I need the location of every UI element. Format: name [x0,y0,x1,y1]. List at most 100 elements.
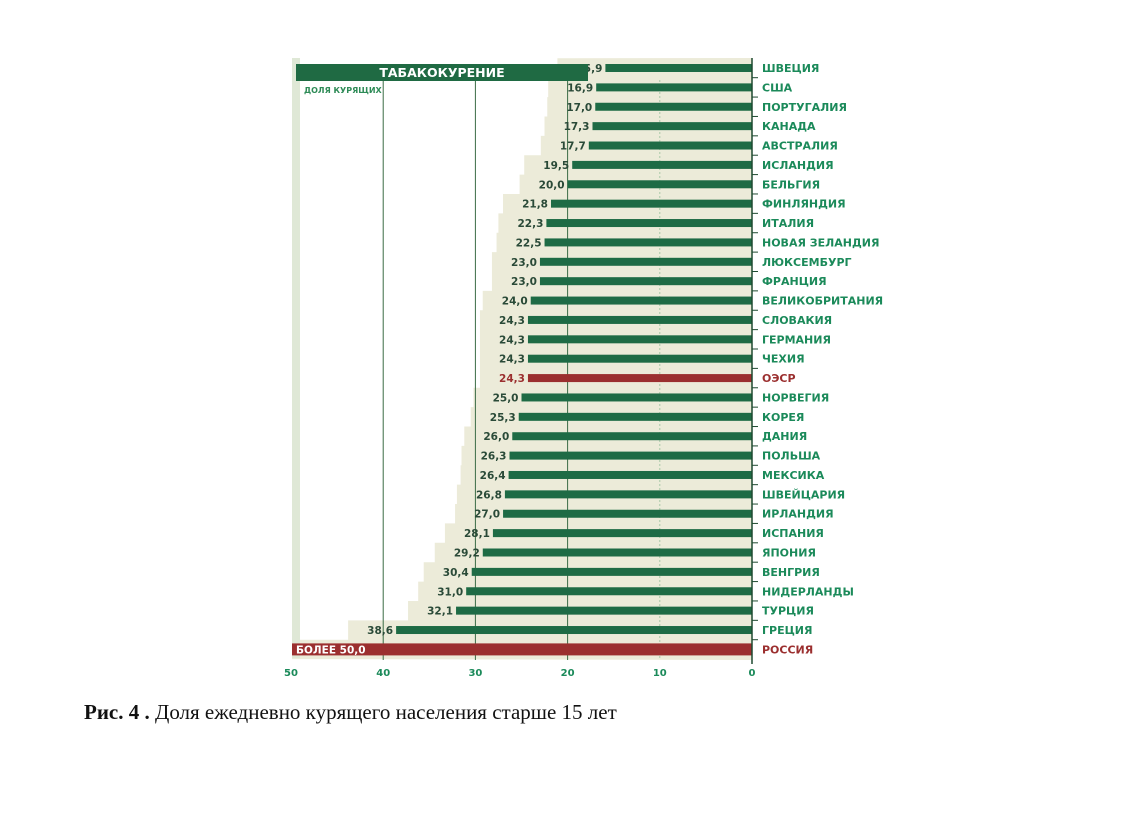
country-label: БЕЛЬГИЯ [762,178,820,191]
bar-value-label: 27,0 [474,509,500,521]
bar-30 [396,626,752,635]
bar-29 [456,606,752,615]
figure-caption: Рис. 4 . Доля ежедневно курящего населен… [84,700,617,725]
bar-22 [508,470,752,479]
chart-title: ТАБАКОКУРЕНИЕ [379,65,504,80]
chart-plot-area [292,58,752,660]
chart-left-strip [292,58,300,658]
country-label: ШВЕЙЦАРИЯ [762,488,845,501]
bar-value-label: 23,0 [511,276,537,288]
bar-15 [527,335,752,344]
chart-subtitle: ДОЛЯ КУРЯЩИХ [304,86,383,95]
country-label: НИДЕРЛАНДЫ [762,585,854,598]
chart-country-labels: ШВЕЦИЯ США ПОРТУГАЛИЯ КАНАДА АВСТРАЛИЯ ИСЛАНД… [762,62,883,656]
country-label: ЯПОНИЯ [762,547,816,560]
country-label: ИСПАНИЯ [762,527,824,540]
bar-16 [527,354,752,363]
bar-value-label: 26,8 [476,489,502,501]
bar-24 [503,509,752,518]
bar-value-label: БОЛЕЕ 50,0 [296,644,366,656]
country-label: ДАНИЯ [762,430,807,443]
x-tick-label: 50 [284,668,298,679]
bar-20 [512,432,752,441]
bar-value-label: 24,0 [502,296,528,308]
country-label: ШВЕЦИЯ [762,62,819,75]
chart-x-axis: 50 40 30 20 10 0 [284,58,758,679]
bar-value-label: 28,1 [464,528,490,540]
country-label: ВЕНГРИЯ [762,566,820,579]
bar-value-label: 20,0 [539,179,565,191]
bar-value-label: 31,0 [437,586,463,598]
country-label: ИТАЛИЯ [762,217,814,230]
chart-bars [292,64,752,656]
country-label: КОРЕЯ [762,411,804,424]
bar-value-label: 23,0 [511,257,537,269]
country-label: НОРВЕГИЯ [762,391,829,404]
bar-value-label: 24,3 [499,334,525,346]
bar-28 [466,587,752,596]
country-label: ТУРЦИЯ [762,605,814,618]
bar-21 [509,451,752,460]
bar-2 [596,83,752,92]
country-label: НОВАЯ ЗЕЛАНДИЯ [762,236,879,249]
country-label: ИСЛАНДИЯ [762,159,834,172]
bar-value-label: 25,0 [493,392,519,404]
bar-value-label: 22,3 [517,218,543,230]
bar-value-label: 24,3 [499,373,525,385]
country-label: ПОЛЬША [762,450,821,463]
bar-value-label: 25,3 [490,412,516,424]
bar-13 [530,296,752,305]
chart-gridlines [382,80,661,660]
country-label: ГРЕЦИЯ [762,624,812,637]
bar-18 [521,393,752,402]
figure-caption-text: Доля ежедневно курящего населения старше… [155,700,617,724]
bar-7 [567,180,752,189]
x-tick-label: 20 [561,668,575,679]
country-label: ЧЕХИЯ [762,353,805,366]
bar-14 [527,315,752,324]
bar-4 [592,122,752,131]
x-tick-label: 40 [376,668,390,679]
country-label: ФИНЛЯНДИЯ [762,198,846,211]
country-label: РОССИЯ [762,643,813,656]
bar-value-label: 19,5 [543,160,569,172]
bar-value-label: 26,0 [483,431,509,443]
x-tick-label: 10 [653,668,667,679]
bar-26 [482,548,752,557]
country-label: ПОРТУГАЛИЯ [762,101,847,114]
bar-1 [605,64,752,72]
bar-17 [527,374,752,383]
country-label: ЛЮКСЕМБУРГ [762,256,852,269]
bar-value-label: 24,3 [499,354,525,366]
x-tick-label: 0 [749,668,756,679]
country-label: ИРЛАНДИЯ [762,508,834,521]
bar-value-label: 29,2 [454,548,480,560]
country-label: СЛОВАКИЯ [762,314,832,327]
country-label: ГЕРМАНИЯ [762,333,831,346]
bar-31 [292,643,752,656]
bar-25 [492,529,752,538]
bar-value-label: 17,7 [560,141,586,153]
bar-10 [544,238,752,247]
bar-value-label: 38,6 [367,625,393,637]
bar-11 [539,257,752,266]
bar-3 [595,102,752,111]
country-label: США [762,81,793,94]
bar-value-label: 16,9 [567,82,593,94]
bar-value-label: 26,4 [480,470,506,482]
chart-title-block: ТАБАКОКУРЕНИЕ ДОЛЯ КУРЯЩИХ [296,64,588,95]
bar-19 [518,412,752,421]
figure-caption-label: Рис. 4 . [84,700,150,724]
chart-title-box [296,64,588,81]
bar-12 [539,277,752,286]
bar-value-label: 26,3 [481,451,507,463]
smoking-bar-chart: 15,916,917,017,317,719,520,021,822,322,5… [284,58,883,679]
chart-value-labels: 15,916,917,017,317,719,520,021,822,322,5… [296,63,602,656]
country-label: МЕКСИКА [762,469,825,482]
bar-9 [546,219,752,228]
bar-value-label: 22,5 [516,237,542,249]
chart-background [292,58,752,660]
country-label: ВЕЛИКОБРИТАНИЯ [762,295,883,308]
bar-value-label: 17,3 [564,121,590,133]
bar-value-label: 17,0 [566,102,592,114]
